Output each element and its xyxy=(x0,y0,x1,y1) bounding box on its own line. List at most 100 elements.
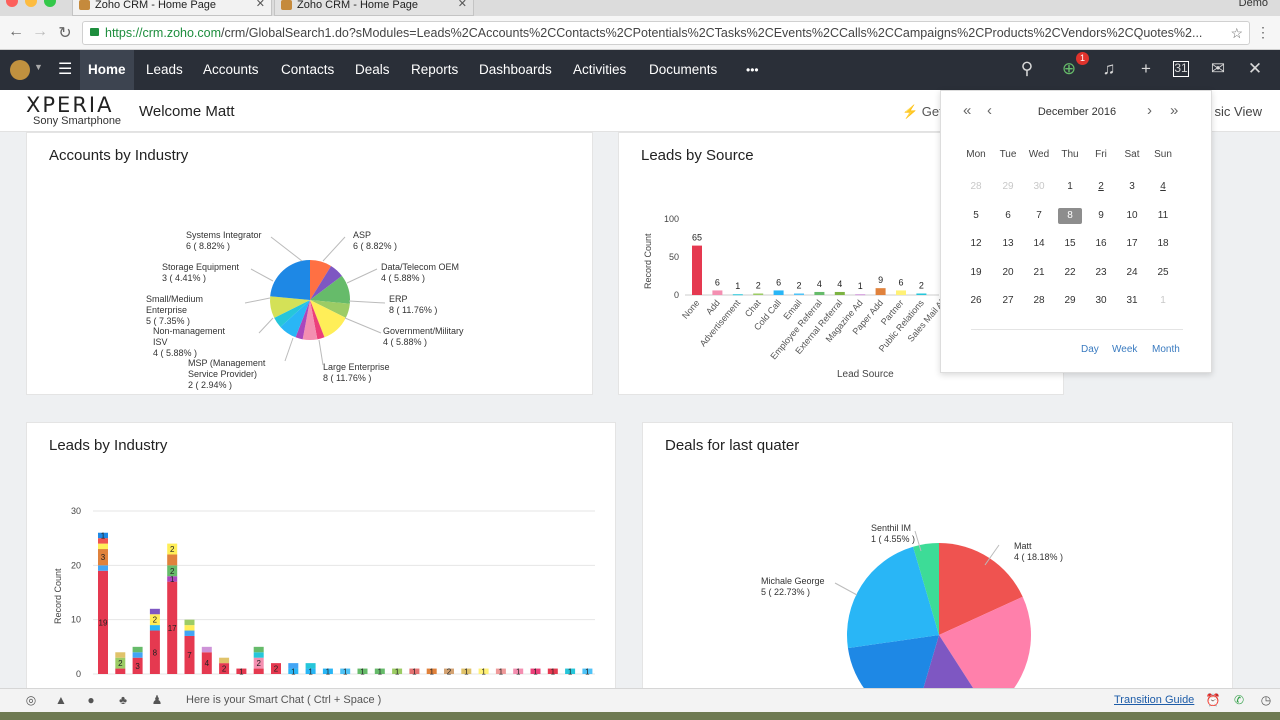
bar-segment[interactable] xyxy=(184,635,195,674)
close-tab-icon[interactable]: ✕ xyxy=(457,0,467,10)
bar-segment[interactable] xyxy=(201,646,212,653)
pie-slice[interactable] xyxy=(847,635,939,703)
bar-segment[interactable] xyxy=(288,668,299,674)
plus-icon[interactable]: + xyxy=(1141,59,1151,78)
bar-segment[interactable] xyxy=(357,668,368,674)
phone-icon[interactable]: ✆ xyxy=(1233,693,1245,707)
browser-profile[interactable]: Demo xyxy=(1238,0,1268,9)
calendar-day[interactable]: 4 xyxy=(1160,181,1166,192)
bar-segment[interactable] xyxy=(115,668,126,674)
nav-leads[interactable]: Leads xyxy=(146,62,183,77)
calendar-day[interactable]: 15 xyxy=(1064,238,1076,249)
calendar-day[interactable]: 17 xyxy=(1126,238,1138,249)
calendar-day[interactable]: 29 xyxy=(1064,295,1076,306)
pie-slice[interactable] xyxy=(310,265,342,300)
get-started-link[interactable]: ⚡ Gett xyxy=(902,104,947,119)
bar-segment[interactable] xyxy=(219,663,230,674)
bar-segment[interactable] xyxy=(495,668,506,674)
chat-icon[interactable]: ● xyxy=(87,693,95,707)
pie-slice[interactable] xyxy=(270,260,310,300)
calendar-day[interactable]: 8 xyxy=(1058,207,1082,224)
pie-slice[interactable] xyxy=(310,300,346,338)
calendar-day[interactable]: 5 xyxy=(973,209,979,221)
bar-segment[interactable] xyxy=(478,668,489,674)
bar[interactable] xyxy=(875,288,886,295)
pie-slice[interactable] xyxy=(913,635,989,703)
calendar-day[interactable]: 23 xyxy=(1095,266,1107,278)
bar[interactable] xyxy=(773,290,784,295)
eye-icon[interactable]: ◎ xyxy=(25,693,37,707)
nav-accounts[interactable]: Accounts xyxy=(203,62,259,77)
calendar-day[interactable]: 7 xyxy=(1036,209,1042,221)
notification-icon[interactable]: ▲ xyxy=(55,693,67,707)
calendar-icon[interactable]: 31 xyxy=(1173,61,1189,77)
setup-tools-icon[interactable]: ✕ xyxy=(1247,59,1263,78)
bar-segment[interactable] xyxy=(149,608,160,615)
bar-segment[interactable] xyxy=(149,614,160,626)
pie-slice[interactable] xyxy=(913,543,939,635)
calendar-day[interactable]: 28 xyxy=(1033,295,1045,306)
calendar-day[interactable]: 29 xyxy=(1002,181,1014,192)
bar-segment[interactable] xyxy=(98,549,108,566)
bar-segment[interactable] xyxy=(271,663,281,674)
calendar-day[interactable]: 10 xyxy=(1126,209,1138,221)
bar-segment[interactable] xyxy=(98,565,108,571)
bar-segment[interactable] xyxy=(374,668,385,674)
bar-segment[interactable] xyxy=(132,652,143,658)
prev-year-icon[interactable]: « xyxy=(963,102,972,119)
bar-segment[interactable] xyxy=(530,668,541,674)
contacts-icon[interactable]: ♣ xyxy=(119,693,127,707)
calendar-day[interactable]: 16 xyxy=(1095,238,1107,249)
bar-segment[interactable] xyxy=(184,619,195,626)
bar-segment[interactable] xyxy=(167,565,178,577)
nav-more[interactable]: ••• xyxy=(746,63,759,77)
calendar-day[interactable]: 13 xyxy=(1002,238,1014,249)
calendar-day[interactable]: 24 xyxy=(1126,266,1138,278)
calendar-day[interactable]: 3 xyxy=(1129,181,1135,192)
bar-segment[interactable] xyxy=(253,646,264,653)
user-icon[interactable]: ♟ xyxy=(151,693,163,707)
minimize-window-button[interactable] xyxy=(25,0,37,7)
bar-segment[interactable] xyxy=(149,625,160,631)
bar-segment[interactable] xyxy=(98,538,108,544)
bar-segment[interactable] xyxy=(167,576,178,582)
calendar-day[interactable]: 1 xyxy=(1160,295,1166,306)
bar-segment[interactable] xyxy=(184,625,195,631)
reload-icon[interactable]: ↻ xyxy=(58,25,72,42)
bar[interactable] xyxy=(916,293,927,295)
calendar-day[interactable]: 21 xyxy=(1033,266,1045,278)
bar-segment[interactable] xyxy=(288,663,299,669)
calendar-day[interactable]: 20 xyxy=(1002,266,1014,278)
bar-segment[interactable] xyxy=(98,570,108,674)
classic-view-link[interactable]: sic View xyxy=(1214,104,1262,119)
calendar-day[interactable]: 14 xyxy=(1033,238,1045,249)
calendar-day[interactable]: 31 xyxy=(1126,295,1138,306)
nav-dashboards[interactable]: Dashboards xyxy=(479,62,552,77)
calendar-day[interactable]: 12 xyxy=(970,238,982,249)
nav-home[interactable]: Home xyxy=(80,50,134,90)
pie-slice[interactable] xyxy=(310,260,332,300)
bar[interactable] xyxy=(753,293,764,295)
calendar-day[interactable]: 1 xyxy=(1067,181,1073,192)
bar-segment[interactable] xyxy=(184,630,195,636)
bookmark-star-icon[interactable]: ☆ xyxy=(1230,25,1243,41)
bar-segment[interactable] xyxy=(132,646,143,653)
bar-segment[interactable] xyxy=(547,668,558,674)
pie-slice[interactable] xyxy=(939,596,1031,703)
address-bar[interactable]: https://crm.zoho.com/crm/GlobalSearch1.d… xyxy=(82,21,1250,45)
pie-slice[interactable] xyxy=(310,300,350,318)
calendar-day[interactable]: 2 xyxy=(1098,181,1104,192)
browser-tab-1[interactable]: Zoho CRM - Home Page ✕ xyxy=(72,0,272,16)
clock-icon[interactable]: ◷ xyxy=(1260,693,1272,707)
week-view-link[interactable]: Week xyxy=(1112,344,1138,355)
calendar-day[interactable]: 25 xyxy=(1157,266,1169,278)
bar-segment[interactable] xyxy=(253,652,264,658)
calendar-day[interactable]: 6 xyxy=(1005,209,1011,221)
pie-slice[interactable] xyxy=(939,543,1023,635)
calendar-day[interactable]: 27 xyxy=(1002,295,1014,306)
gamification-icon[interactable]: ⊕ xyxy=(1061,59,1077,78)
month-view-link[interactable]: Month xyxy=(1152,344,1180,355)
bar-segment[interactable] xyxy=(115,652,126,658)
bar-segment[interactable] xyxy=(305,663,316,669)
transition-guide-link[interactable]: Transition Guide xyxy=(1114,694,1195,706)
